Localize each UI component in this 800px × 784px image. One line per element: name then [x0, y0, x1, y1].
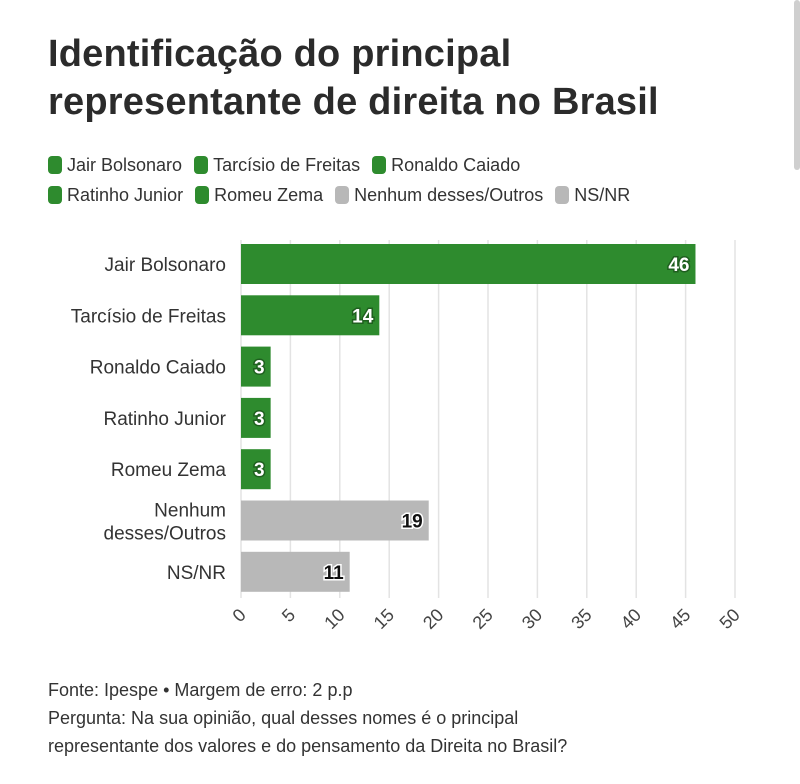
data-label: 11 — [324, 563, 345, 584]
legend-item: Tarcísio de Freitas — [194, 155, 360, 176]
legend-item: Romeu Zema — [195, 185, 323, 206]
legend-swatch — [335, 186, 350, 204]
question-note-line-1: Pergunta: Na sua opinião, qual desses no… — [48, 708, 519, 728]
x-tick-label: 0 — [229, 605, 250, 626]
legend-label: Jair Bolsonaro — [67, 154, 183, 175]
bar-chart: 46 Jair Bolsonaro 14 Tarcísio de Freitas 3 Ro… — [71, 240, 744, 633]
category-label-line: Ratinho Junior — [103, 409, 226, 430]
x-tick-label: 35 — [567, 605, 595, 633]
legend-swatch — [555, 186, 570, 204]
category-label: Nenhum desses/Outros — [104, 501, 227, 545]
legend-swatch — [195, 186, 210, 204]
category-label: Romeu Zema — [111, 460, 227, 481]
legend-item: Nenhum desses/Outros — [335, 185, 543, 206]
data-label: 3 — [254, 409, 265, 430]
category-label: Ronaldo Caiado — [90, 358, 226, 379]
category-label: Jair Bolsonaro — [105, 255, 226, 276]
bar — [241, 397, 271, 438]
legend-label: NS/NR — [574, 184, 631, 205]
legend-swatch — [48, 156, 62, 174]
bar — [241, 449, 271, 490]
legend-label: Ratinho Junior — [67, 184, 184, 205]
x-tick-label: 5 — [278, 605, 299, 626]
category-label-line: Ronaldo Caiado — [90, 358, 226, 379]
data-label: 3 — [254, 460, 265, 481]
x-tick-label: 20 — [419, 605, 447, 633]
legend-item: Ronaldo Caiado — [372, 155, 520, 176]
legend-label: Tarcísio de Freitas — [213, 154, 361, 175]
data-label: 3 — [254, 358, 265, 379]
category-label-line: Romeu Zema — [111, 460, 227, 481]
x-tick-label: 25 — [469, 605, 497, 633]
category-label-line: Nenhum — [154, 501, 226, 522]
category-label-line: Jair Bolsonaro — [105, 255, 226, 276]
data-label: 14 — [352, 306, 374, 327]
x-tick-label: 45 — [666, 605, 694, 633]
x-tick-label: 10 — [320, 605, 348, 633]
bar — [241, 244, 696, 284]
legend-swatch — [194, 156, 209, 174]
legend-swatch — [372, 156, 387, 174]
legend-item: NS/NR — [555, 185, 630, 206]
x-tick-label: 15 — [370, 605, 398, 633]
legend-label: Romeu Zema — [214, 184, 324, 205]
bar — [241, 346, 271, 387]
source-note: Fonte: Ipespe • Margem de erro: 2 p.p — [48, 680, 353, 700]
bar — [241, 551, 350, 592]
bar — [241, 500, 429, 541]
data-label: 46 — [668, 255, 689, 276]
legend-item: Jair Bolsonaro — [48, 155, 182, 176]
scrollbar[interactable] — [794, 0, 800, 170]
bar — [241, 295, 380, 336]
category-label-line: desses/Outros — [104, 524, 227, 545]
data-label: 19 — [402, 512, 423, 533]
category-label-line: Tarcísio de Freitas — [71, 306, 226, 327]
category-label: Tarcísio de Freitas — [71, 306, 226, 327]
chart-title-line-2: representante de direita no Brasil — [48, 81, 659, 123]
legend-label: Ronaldo Caiado — [391, 154, 521, 175]
chart-footer: Fonte: Ipespe • Margem de erro: 2 p.p Pe… — [48, 676, 768, 760]
legend-item: Ratinho Junior — [48, 185, 183, 206]
chart-title: Identificação do principal representante… — [48, 30, 768, 126]
legend-label: Nenhum desses/Outros — [354, 184, 544, 205]
chart-title-line-1: Identificação do principal — [48, 33, 512, 75]
x-tick-label: 50 — [716, 605, 744, 633]
legend-swatch — [48, 186, 62, 204]
x-tick-label: 40 — [617, 605, 645, 633]
x-tick-label: 30 — [518, 605, 546, 633]
chart-legend: Jair Bolsonaro Tarcísio de Freitas Ronaldo… — [48, 150, 788, 210]
legend-row: Ratinho Junior Romeu Zema Nenhum desses/Ou… — [48, 180, 788, 210]
category-label: NS/NR — [167, 563, 226, 584]
category-label-line: NS/NR — [167, 563, 226, 584]
category-label: Ratinho Junior — [103, 409, 226, 430]
legend-row: Jair Bolsonaro Tarcísio de Freitas Ronaldo… — [48, 150, 788, 180]
question-note-line-2: representante dos valores e do pensament… — [48, 736, 568, 756]
